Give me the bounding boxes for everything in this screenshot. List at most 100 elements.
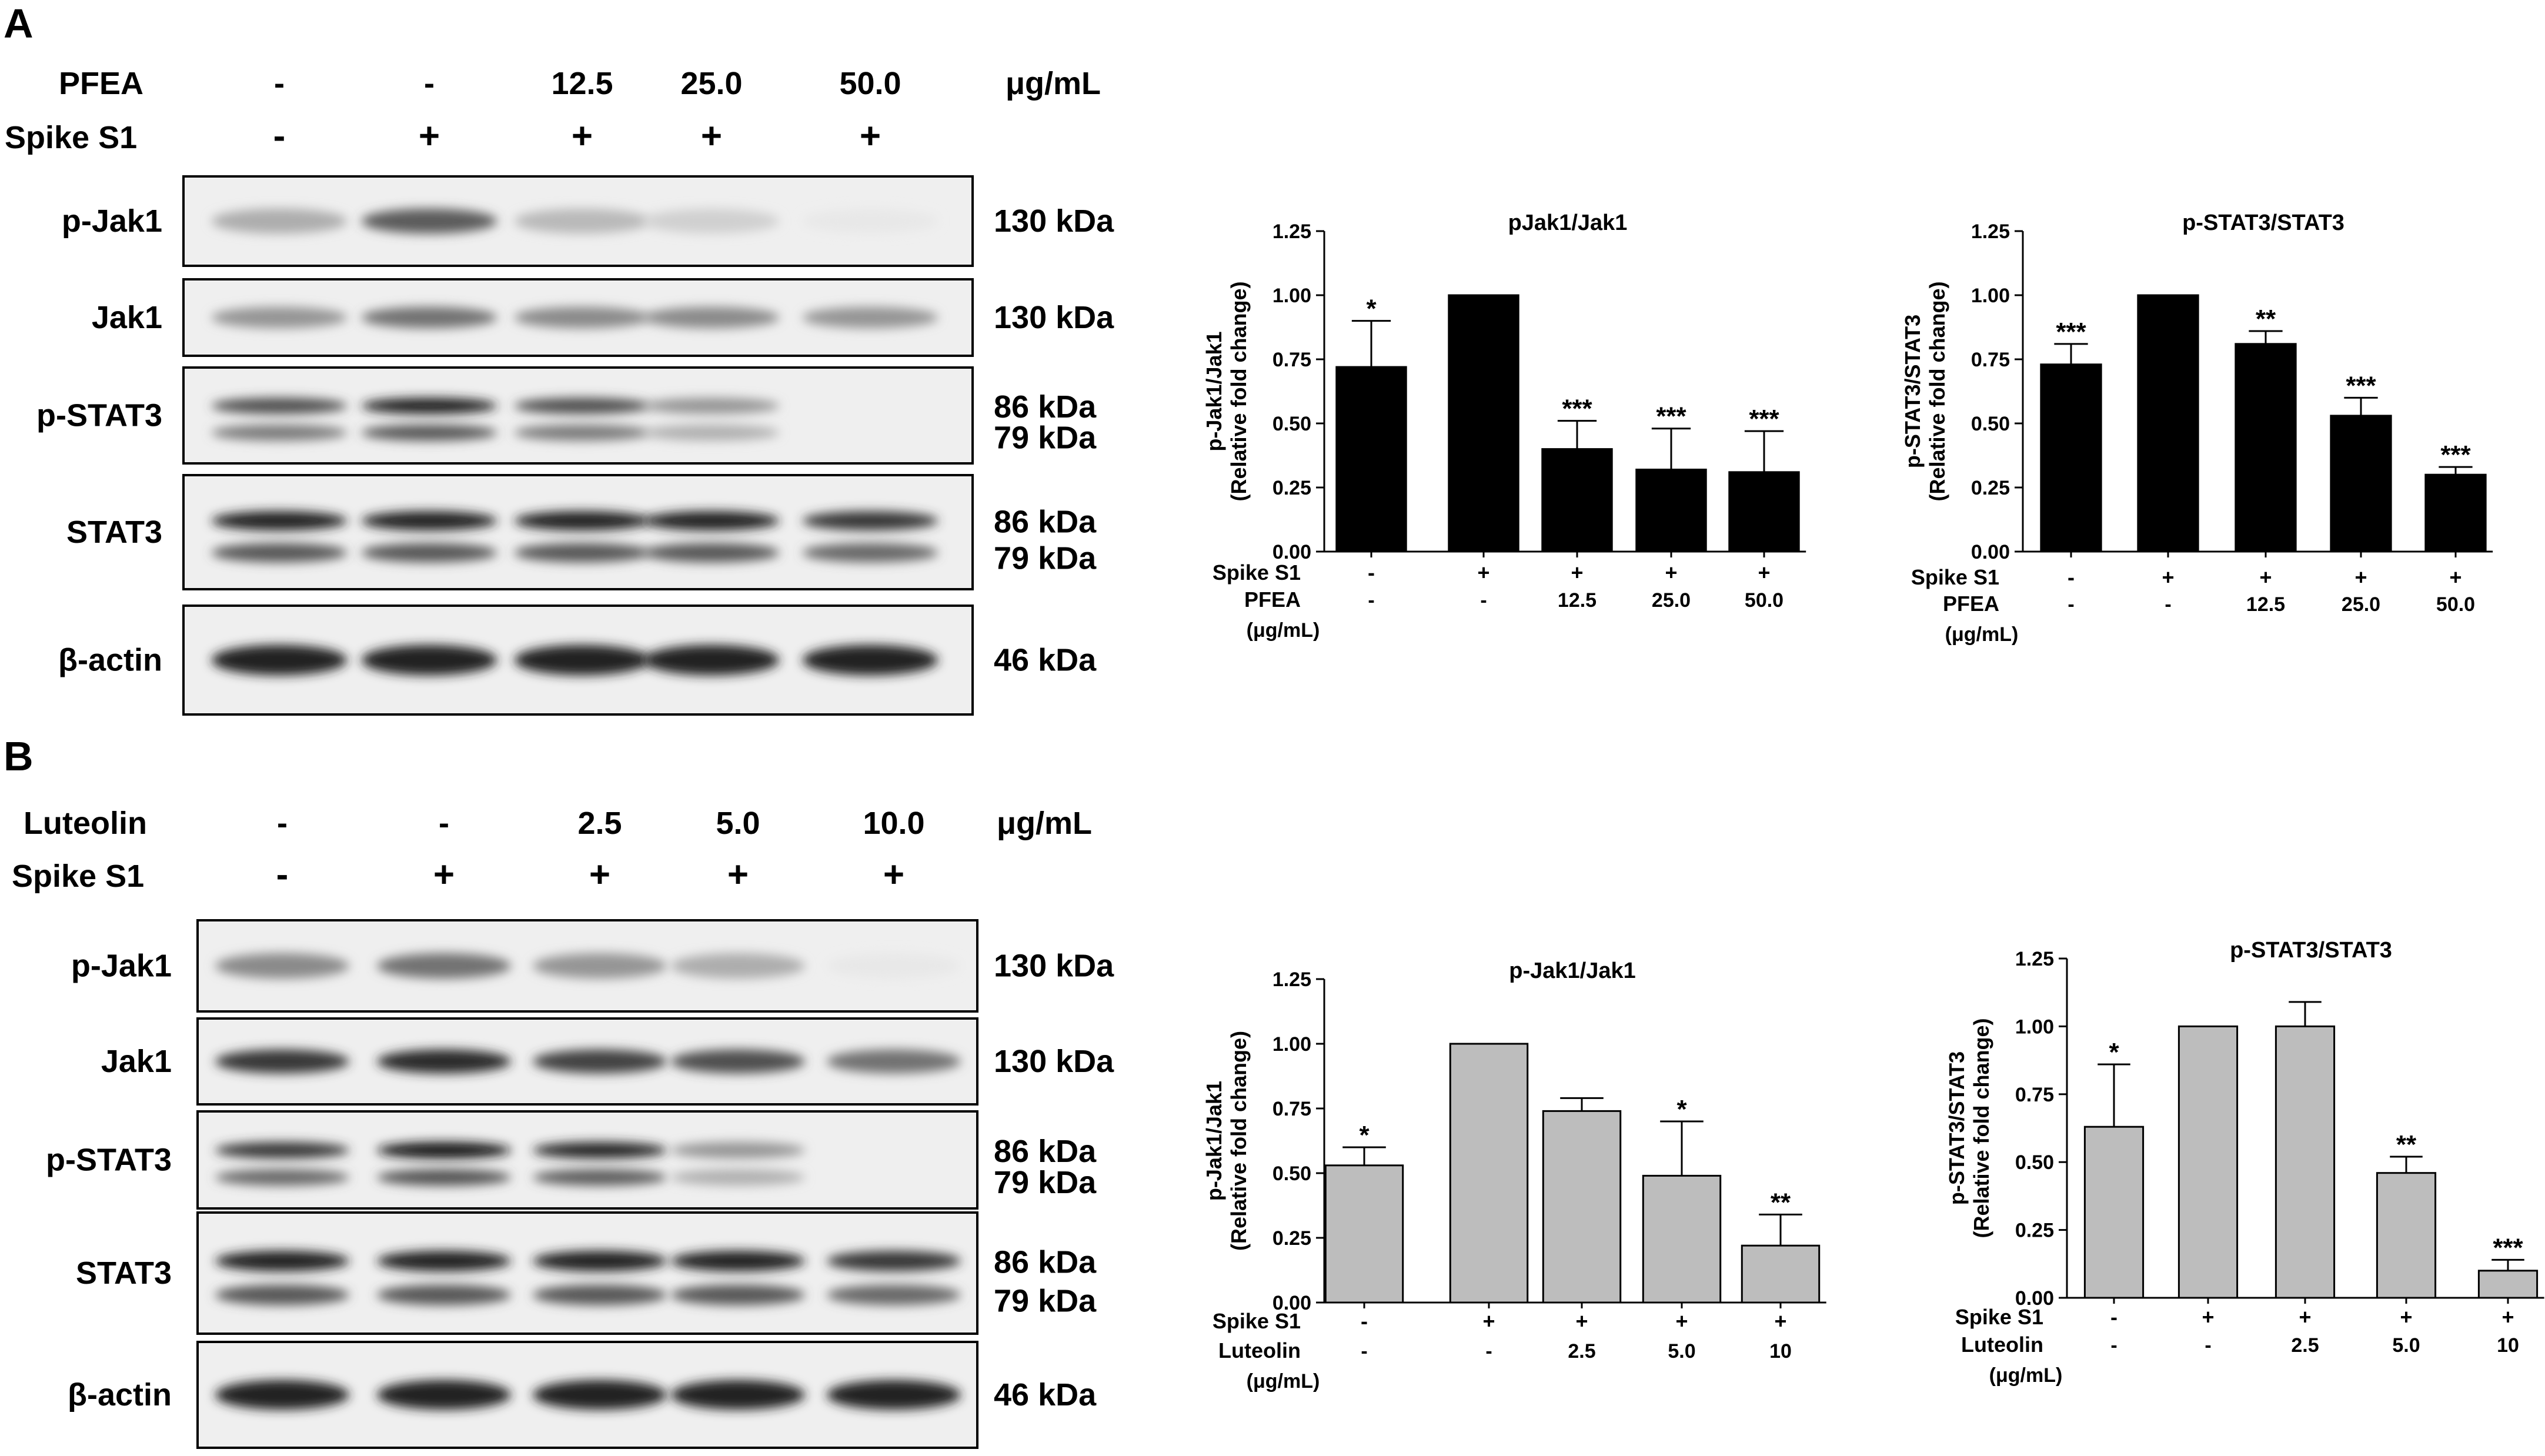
y-tick-label: 0.50 bbox=[1971, 413, 2010, 435]
treatment-value: 2.5 bbox=[1568, 1340, 1595, 1363]
bar bbox=[1448, 294, 1519, 553]
spike-value: + bbox=[701, 116, 722, 156]
panel-letter: A bbox=[4, 1, 34, 46]
blot-band bbox=[643, 511, 780, 531]
spike-value: - bbox=[1368, 560, 1375, 585]
spike-value: - bbox=[2110, 1305, 2118, 1329]
bar bbox=[2275, 1025, 2336, 1299]
treatment-value: - bbox=[277, 806, 288, 841]
treatment-value: - bbox=[1368, 589, 1374, 612]
treatment-label: PFEA bbox=[59, 66, 143, 101]
significance-mark: *** bbox=[1562, 395, 1592, 423]
bar bbox=[1335, 366, 1407, 553]
kda-label: 86 kDa bbox=[994, 389, 1097, 425]
spike-value: + bbox=[1571, 560, 1583, 585]
blot-band bbox=[643, 398, 780, 415]
blot-band bbox=[670, 1049, 806, 1074]
treatment-value: - bbox=[274, 66, 285, 101]
y-tick-label: 1.00 bbox=[1971, 285, 2010, 307]
spike-label: Spike S1 bbox=[12, 859, 144, 894]
bar bbox=[1449, 1043, 1529, 1304]
y-tick-label: 0.00 bbox=[1272, 1292, 1311, 1314]
kda-label: 86 kDa bbox=[994, 1244, 1097, 1280]
kda-label: 130 kDa bbox=[994, 1044, 1114, 1079]
significance-mark: * bbox=[1366, 295, 1377, 323]
significance-mark: *** bbox=[1656, 402, 1686, 431]
y-tick-label: 1.25 bbox=[1272, 969, 1311, 991]
protein-label: STAT3 bbox=[76, 1255, 172, 1291]
kda-label: 79 kDa bbox=[994, 1283, 1097, 1318]
western-blots: A PFEA Spike S1 μg/mL - - 12.5 25.0 50.0 - + + + + p-J… bbox=[4, 1, 1114, 1449]
blot-band bbox=[802, 511, 938, 531]
bar bbox=[2424, 473, 2487, 553]
blot-band bbox=[670, 1169, 806, 1186]
bar bbox=[2040, 363, 2102, 553]
blot-membrane bbox=[182, 366, 974, 465]
blot-band bbox=[361, 644, 497, 676]
treatment-value: - bbox=[2165, 593, 2171, 616]
significance-mark: * bbox=[1359, 1121, 1370, 1150]
spike-value: + bbox=[1758, 560, 1770, 585]
bar bbox=[2330, 415, 2392, 553]
blot-band bbox=[670, 1284, 806, 1305]
spike-value: + bbox=[589, 854, 610, 895]
spike-value: + bbox=[1774, 1309, 1786, 1333]
treatment-value: 25.0 bbox=[1652, 589, 1691, 612]
blot-row: p-Jak1 130 kDa bbox=[71, 919, 1114, 1013]
chart-title: pJak1/Jak1 bbox=[1508, 211, 1628, 235]
blot-band bbox=[376, 1049, 512, 1074]
row-label-spike: Spike S1 bbox=[1213, 560, 1301, 585]
protein-label: p-Jak1 bbox=[71, 949, 172, 984]
spike-value: + bbox=[419, 116, 440, 156]
chart-title: p-STAT3/STAT3 bbox=[2182, 211, 2344, 235]
y-tick-label: 0.75 bbox=[2015, 1084, 2054, 1106]
bar bbox=[1541, 448, 1613, 553]
blot-band bbox=[211, 208, 348, 234]
spike-value: + bbox=[2354, 565, 2367, 589]
blot-band bbox=[670, 1250, 806, 1271]
treatment-value: 5.0 bbox=[2392, 1334, 2420, 1357]
y-tick-label: 0.00 bbox=[2015, 1287, 2054, 1310]
protein-label: p-STAT3 bbox=[46, 1143, 172, 1178]
treatment-value: 12.5 bbox=[551, 66, 613, 101]
y-axis-label: (Relative fold change) bbox=[1925, 281, 1949, 501]
spike-value: + bbox=[2202, 1305, 2214, 1329]
blot-band bbox=[361, 511, 497, 531]
kda-label: 86 kDa bbox=[994, 505, 1097, 540]
spike-value: + bbox=[572, 116, 593, 156]
protein-label: Jak1 bbox=[92, 300, 162, 335]
y-tick-label: 1.25 bbox=[2015, 948, 2054, 970]
blot-row: β-actin 46 kDa bbox=[58, 605, 1097, 716]
blot-band bbox=[361, 208, 497, 234]
blot-band bbox=[211, 306, 348, 329]
y-tick-label: 0.00 bbox=[1971, 541, 2010, 563]
y-tick-label: 0.25 bbox=[1971, 477, 2010, 499]
row-label-units: (μg/mL) bbox=[1247, 1370, 1320, 1392]
blot-band bbox=[532, 1169, 667, 1186]
bar bbox=[2477, 1270, 2539, 1299]
significance-mark: *** bbox=[2440, 440, 2471, 469]
kda-label: 46 kDa bbox=[994, 643, 1097, 678]
blot-band bbox=[826, 1049, 961, 1074]
y-tick-label: 0.75 bbox=[1272, 1098, 1311, 1120]
blot-band bbox=[211, 543, 348, 563]
treatment-value: 5.0 bbox=[1668, 1340, 1695, 1363]
units-label: μg/mL bbox=[997, 806, 1092, 841]
blot-band bbox=[215, 1250, 350, 1271]
blot-band bbox=[670, 1380, 806, 1410]
spike-value: + bbox=[2259, 565, 2272, 589]
y-axis-label: (Relative fold change) bbox=[1227, 1031, 1251, 1251]
y-axis-label: (Relative fold change) bbox=[1969, 1018, 1993, 1238]
blot-band bbox=[361, 424, 497, 441]
blot-band bbox=[643, 208, 780, 234]
significance-mark: *** bbox=[1749, 405, 1779, 433]
y-tick-label: 0.75 bbox=[1272, 349, 1311, 371]
blot-band bbox=[361, 543, 497, 563]
blot-band bbox=[826, 1380, 961, 1410]
spike-value: + bbox=[727, 854, 749, 895]
treatment-value: 10 bbox=[2497, 1334, 2519, 1357]
protein-label: Jak1 bbox=[101, 1044, 172, 1079]
